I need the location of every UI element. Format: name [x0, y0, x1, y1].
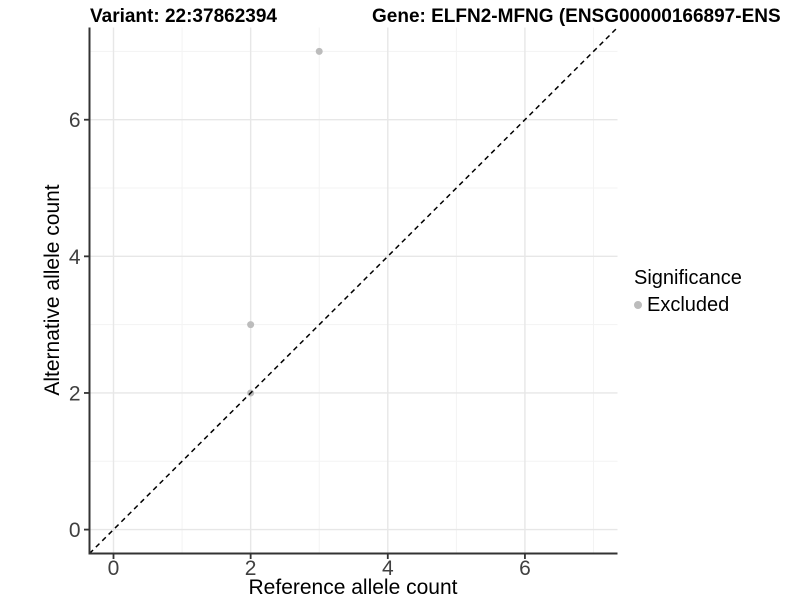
data-point: [315, 47, 323, 55]
y-tick-label: 6: [69, 109, 81, 132]
legend: Significance Excluded: [634, 266, 742, 317]
x-tick-label: 0: [108, 557, 120, 580]
x-axis-title: Reference allele count: [248, 576, 458, 599]
y-axis-title: Alternative allele count: [41, 184, 64, 396]
y-tick-label: 4: [69, 246, 81, 269]
identity-line: [88, 26, 619, 555]
legend-item-label: Excluded: [647, 294, 730, 316]
y-tick-label: 2: [69, 382, 81, 405]
excluded-point-swatch-icon: [634, 301, 642, 309]
legend-item-excluded: Excluded: [634, 293, 742, 317]
y-tick-label: 0: [69, 519, 81, 542]
legend-title: Significance: [634, 267, 742, 289]
x-tick-label: 2: [245, 557, 257, 580]
plot-title-variant: Variant: 22:37862394: [90, 6, 277, 27]
x-tick-label: 6: [519, 557, 531, 580]
data-point: [247, 321, 255, 329]
x-tick-label: 4: [382, 557, 394, 580]
plot-title-gene: Gene: ELFN2-MFNG (ENSG00000166897-ENS: [372, 6, 781, 27]
